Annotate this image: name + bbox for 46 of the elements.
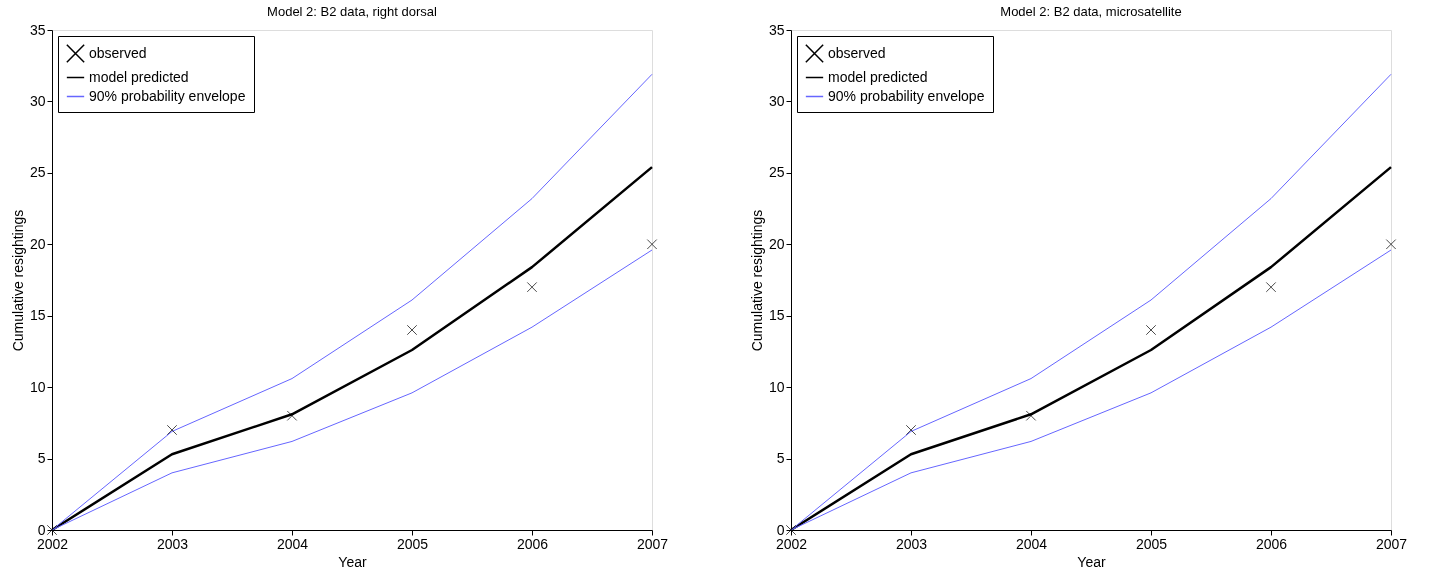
- legend-label: 90% probability envelope: [828, 87, 985, 104]
- x-tick-label: 2003: [895, 535, 928, 552]
- x-tick-label: 2002: [36, 535, 69, 552]
- legend-label: observed: [89, 44, 147, 61]
- legend-label: 90% probability envelope: [89, 87, 246, 104]
- x-tick-label: 2003: [156, 535, 189, 552]
- y-tick-label: 35: [29, 21, 46, 38]
- y-tick-label: 25: [768, 164, 785, 181]
- legend-label: observed: [828, 44, 886, 61]
- legend-label: model predicted: [828, 68, 928, 85]
- x-tick-label: 2006: [1255, 535, 1288, 552]
- point: [1385, 239, 1397, 250]
- y-tick-label: 25: [29, 164, 46, 181]
- y-tick-label: 35: [768, 21, 785, 38]
- y-tick-label: 15: [768, 307, 785, 324]
- x-tick-label: 2004: [276, 535, 309, 552]
- y-tick-label: 20: [29, 235, 46, 252]
- y-tick-label: 10: [29, 378, 46, 395]
- x-tick-label: 2004: [1015, 535, 1048, 552]
- x-tick-label: 2006: [516, 535, 549, 552]
- x-tick-label: 2005: [1135, 535, 1168, 552]
- y-tick-label: 5: [37, 450, 46, 467]
- y-tick-label: 30: [768, 92, 785, 109]
- y-tick-label: 10: [768, 378, 785, 395]
- x-tick-label: 2007: [1375, 535, 1408, 552]
- x-tick-label: 2002: [775, 535, 808, 552]
- point: [526, 281, 538, 293]
- chart-title: Model 2: B2 data, microsatellite: [1000, 4, 1182, 19]
- y-tick-label: 5: [776, 450, 785, 467]
- x-tick-label: 2005: [396, 535, 429, 552]
- chart-title: Model 2: B2 data, right dorsal: [267, 4, 438, 19]
- y-axis-title: Cumulative resightings: [748, 209, 765, 352]
- y-tick-label: 20: [768, 235, 785, 252]
- y-tick-label: 0: [37, 521, 46, 538]
- point: [1265, 281, 1277, 293]
- legend-label: model predicted: [89, 68, 189, 85]
- x-axis-title: Year: [338, 553, 367, 570]
- x-axis-title: Year: [1077, 553, 1106, 570]
- y-tick-label: 0: [776, 521, 785, 538]
- point: [646, 239, 658, 250]
- y-tick-label: 15: [29, 307, 46, 324]
- point: [1025, 410, 1037, 421]
- x-tick-label: 2007: [636, 535, 669, 552]
- y-axis-title: Cumulative resightings: [9, 209, 26, 352]
- y-tick-label: 30: [29, 92, 46, 109]
- point: [286, 410, 298, 421]
